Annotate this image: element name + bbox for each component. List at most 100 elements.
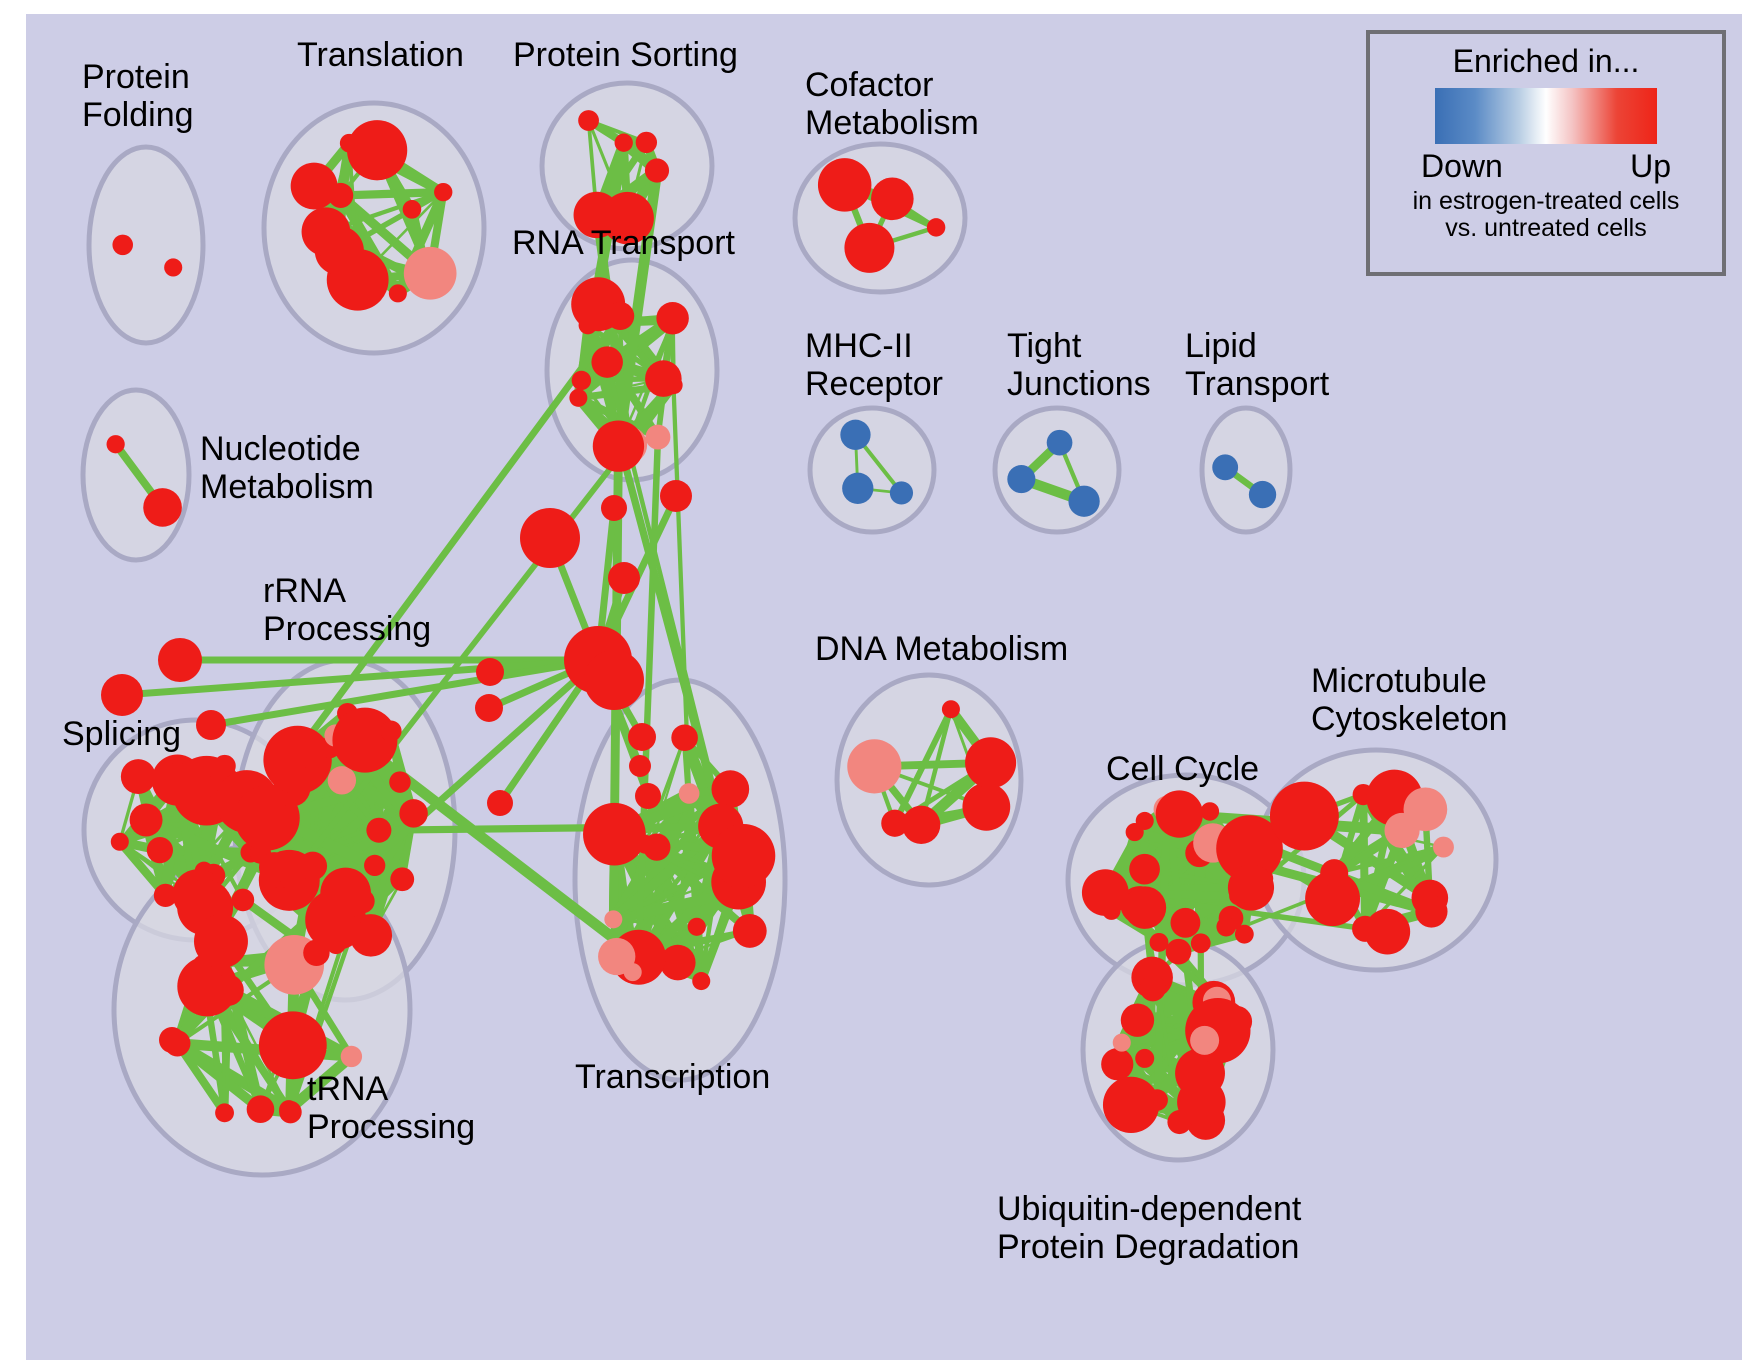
network-node[interactable] — [604, 910, 623, 929]
network-node[interactable] — [1415, 895, 1448, 928]
network-node[interactable] — [571, 370, 592, 391]
network-node[interactable] — [1120, 1003, 1155, 1037]
network-node[interactable] — [326, 934, 346, 955]
network-node[interactable] — [1081, 869, 1129, 916]
network-node[interactable] — [605, 823, 624, 842]
network-node[interactable] — [231, 888, 255, 912]
network-node[interactable] — [569, 388, 588, 407]
network-node[interactable] — [965, 737, 1017, 789]
network-node[interactable] — [1212, 454, 1239, 481]
network-node[interactable] — [215, 1103, 234, 1123]
network-node[interactable] — [290, 162, 338, 210]
network-node[interactable] — [259, 852, 290, 883]
network-node[interactable] — [143, 488, 182, 527]
network-node[interactable] — [1216, 917, 1236, 937]
network-node[interactable] — [1229, 887, 1248, 906]
network-node[interactable] — [332, 707, 398, 773]
network-node[interactable] — [645, 424, 671, 450]
network-node[interactable] — [644, 158, 670, 183]
network-node[interactable] — [1248, 480, 1277, 509]
network-node[interactable] — [635, 783, 661, 809]
network-node[interactable] — [347, 120, 408, 181]
network-node[interactable] — [402, 200, 422, 219]
network-node[interactable] — [112, 234, 133, 256]
network-node[interactable] — [732, 914, 767, 948]
network-node[interactable] — [196, 710, 226, 740]
network-node[interactable] — [212, 974, 244, 1006]
network-node[interactable] — [1234, 924, 1254, 944]
network-node[interactable] — [871, 177, 914, 221]
network-node[interactable] — [1216, 815, 1283, 882]
network-node[interactable] — [327, 766, 357, 795]
network-node[interactable] — [643, 833, 671, 861]
network-node[interactable] — [1101, 1048, 1134, 1081]
network-node[interactable] — [614, 133, 633, 152]
network-node[interactable] — [345, 921, 367, 943]
network-node[interactable] — [340, 1045, 363, 1068]
network-node[interactable] — [573, 191, 620, 239]
network-node[interactable] — [1403, 787, 1448, 832]
network-node[interactable] — [298, 851, 328, 881]
network-node[interactable] — [146, 837, 174, 864]
network-node[interactable] — [101, 674, 143, 716]
network-node[interactable] — [606, 301, 635, 331]
network-node[interactable] — [671, 724, 698, 752]
network-node[interactable] — [635, 131, 658, 154]
network-node[interactable] — [1305, 871, 1361, 927]
network-node[interactable] — [1190, 1025, 1220, 1055]
network-node[interactable] — [194, 914, 248, 969]
network-node[interactable] — [889, 481, 914, 505]
network-node[interactable] — [1068, 485, 1100, 517]
network-node[interactable] — [656, 301, 689, 335]
network-node[interactable] — [1165, 938, 1192, 965]
network-node[interactable] — [159, 1027, 185, 1053]
network-node[interactable] — [434, 182, 453, 202]
network-node[interactable] — [1364, 908, 1411, 955]
network-node[interactable] — [692, 972, 711, 991]
network-node[interactable] — [629, 755, 651, 777]
network-node[interactable] — [1139, 975, 1166, 1002]
network-node[interactable] — [687, 917, 706, 936]
network-node[interactable] — [158, 638, 202, 682]
network-node[interactable] — [366, 817, 392, 843]
network-node[interactable] — [847, 739, 902, 794]
network-node[interactable] — [592, 420, 645, 472]
network-node[interactable] — [844, 222, 895, 273]
network-node[interactable] — [881, 809, 909, 837]
network-node[interactable] — [660, 944, 696, 981]
network-node[interactable] — [1155, 790, 1204, 838]
network-node[interactable] — [475, 694, 503, 722]
network-node[interactable] — [711, 770, 750, 808]
network-node[interactable] — [213, 754, 236, 778]
network-node[interactable] — [1200, 802, 1220, 821]
network-node[interactable] — [678, 783, 700, 804]
network-node[interactable] — [110, 832, 129, 851]
network-node[interactable] — [164, 258, 183, 277]
network-node[interactable] — [106, 435, 125, 454]
network-node[interactable] — [941, 700, 960, 719]
network-node[interactable] — [1135, 811, 1154, 830]
network-node[interactable] — [664, 375, 683, 395]
network-node[interactable] — [840, 419, 871, 450]
network-node[interactable] — [1135, 1048, 1155, 1068]
network-node[interactable] — [320, 867, 371, 919]
network-node[interactable] — [1320, 859, 1349, 888]
network-node[interactable] — [271, 886, 290, 905]
network-node[interactable] — [1112, 1033, 1131, 1052]
network-node[interactable] — [1190, 933, 1211, 954]
network-node[interactable] — [1129, 853, 1160, 885]
network-node[interactable] — [390, 867, 415, 892]
network-node[interactable] — [578, 110, 599, 131]
network-node[interactable] — [364, 854, 386, 877]
network-node[interactable] — [399, 799, 428, 828]
network-node[interactable] — [246, 1095, 275, 1124]
network-node[interactable] — [388, 284, 407, 303]
network-node[interactable] — [129, 803, 163, 837]
network-node[interactable] — [608, 562, 640, 594]
network-node[interactable] — [303, 939, 330, 966]
network-node[interactable] — [902, 805, 941, 844]
network-node[interactable] — [926, 218, 946, 237]
network-node[interactable] — [598, 937, 636, 976]
network-node[interactable] — [258, 1011, 327, 1080]
network-node[interactable] — [520, 508, 580, 568]
